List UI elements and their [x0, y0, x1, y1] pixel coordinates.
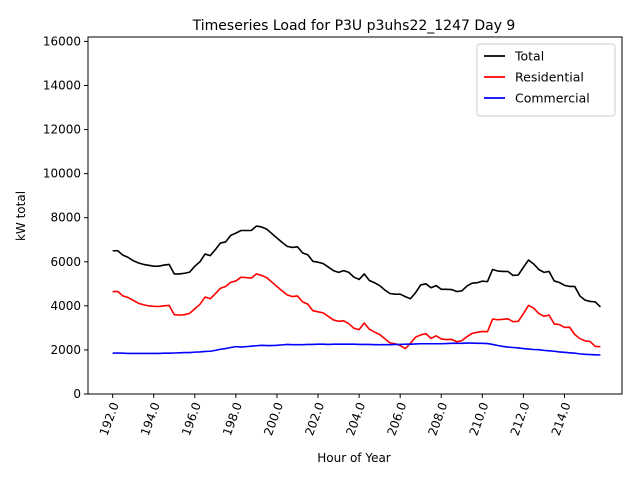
series-layer: [112, 225, 601, 356]
x-tick-label: 210.0: [467, 400, 492, 437]
y-tick-label: 16000: [43, 34, 81, 48]
x-tick-label: 200.0: [261, 400, 286, 437]
x-tick-label: 198.0: [220, 400, 245, 437]
legend: Total Residential Commercial: [476, 43, 616, 117]
y-axis: 0 2000 4000 6000 8000 10000 12000 14000 16000: [43, 34, 88, 401]
x-tick-label: 192.0: [97, 400, 122, 437]
y-tick-label: 10000: [43, 167, 81, 181]
legend-label-total: Total: [514, 49, 544, 64]
x-tick-label: 196.0: [179, 400, 204, 437]
y-tick-label: 2000: [50, 343, 81, 357]
series-line-residential: [112, 273, 601, 350]
legend-box: [476, 43, 616, 117]
x-tick-label: 202.0: [302, 400, 327, 437]
legend-label-commercial: Commercial: [515, 91, 590, 106]
y-tick-label: 12000: [43, 123, 81, 137]
plot-frame: [87, 36, 623, 395]
x-tick-label: 208.0: [425, 400, 450, 437]
y-tick-label: 14000: [43, 78, 81, 92]
x-tick-label: 212.0: [508, 400, 533, 437]
series-line-commercial: [112, 342, 601, 356]
x-axis: 192.0 194.0 196.0 198.0 200.0 202.0 204.0 206.0…: [97, 394, 574, 438]
legend-label-residential: Residential: [515, 70, 584, 85]
x-tick-label: 206.0: [384, 400, 409, 437]
x-tick-label: 204.0: [343, 400, 368, 437]
series-line-total: [112, 225, 601, 308]
x-tick-label: 214.0: [549, 400, 574, 437]
y-axis-label: kW total: [14, 191, 28, 241]
y-tick-label: 6000: [50, 255, 81, 269]
y-tick-label: 0: [73, 387, 81, 401]
x-tick-label: 194.0: [138, 400, 163, 437]
x-axis-label: Hour of Year: [317, 451, 391, 465]
y-tick-label: 8000: [50, 211, 81, 225]
chart-title: Timeseries Load for P3U p3uhs22_1247 Day…: [192, 18, 516, 34]
y-tick-label: 4000: [50, 299, 81, 313]
plot-area: [87, 36, 623, 395]
